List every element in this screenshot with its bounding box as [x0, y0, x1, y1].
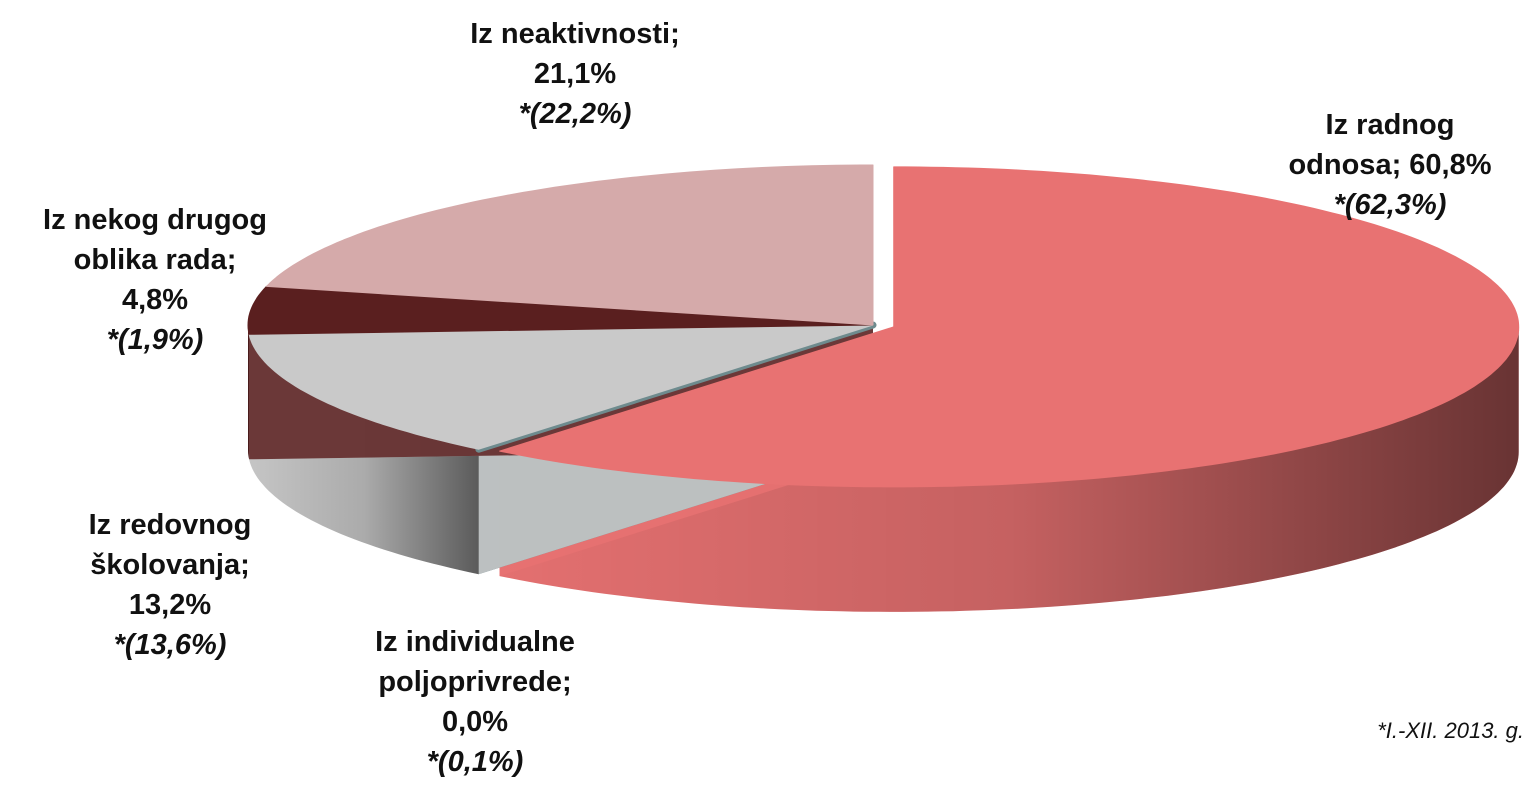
category-label: Iz nekog drugog oblika rada;: [43, 204, 267, 276]
category-label: Iz radnog odnosa;: [1288, 109, 1455, 181]
slice-label: Iz radnog odnosa; 60,8% *(62,3%): [1275, 105, 1505, 225]
comparison-label: *(22,2%): [518, 98, 632, 130]
slice-top: [248, 324, 874, 450]
slice-top: [499, 166, 1520, 488]
value-label: 60,8%: [1409, 149, 1492, 181]
slice-top: [266, 164, 874, 326]
footnote: *I.-XII. 2013. g.: [1377, 718, 1524, 743]
slice-label: Iz nekog drugog oblika rada; 4,8% *(1,9%): [40, 200, 270, 360]
comparison-label: *(0,1%): [426, 746, 524, 778]
slice-label: Iz neaktivnosti; 21,1% *(22,2%): [405, 14, 745, 134]
value-label: 21,1%: [533, 58, 617, 90]
category-label: Iz individualne poljoprivrede;: [375, 626, 575, 698]
slice-label: Iz individualne poljoprivrede; 0,0% *(0,1…: [325, 622, 625, 782]
comparison-label: *(62,3%): [1333, 189, 1447, 221]
slice-side-shade: [499, 326, 1519, 612]
value-label: 0,0%: [441, 706, 509, 738]
value-label: 4,8%: [121, 284, 189, 316]
comparison-label: *(13,6%): [113, 629, 227, 661]
slice-top: [247, 285, 874, 335]
slice-side-shade: [248, 325, 250, 460]
value-label: 13,2%: [128, 589, 212, 621]
category-label: Iz redovnog školovanja;: [88, 509, 252, 581]
slice-label: Iz redovnog školovanja; 13,2% *(13,6%): [20, 505, 320, 665]
category-label: Iz neaktivnosti;: [470, 18, 680, 50]
comparison-label: *(1,9%): [106, 324, 204, 356]
